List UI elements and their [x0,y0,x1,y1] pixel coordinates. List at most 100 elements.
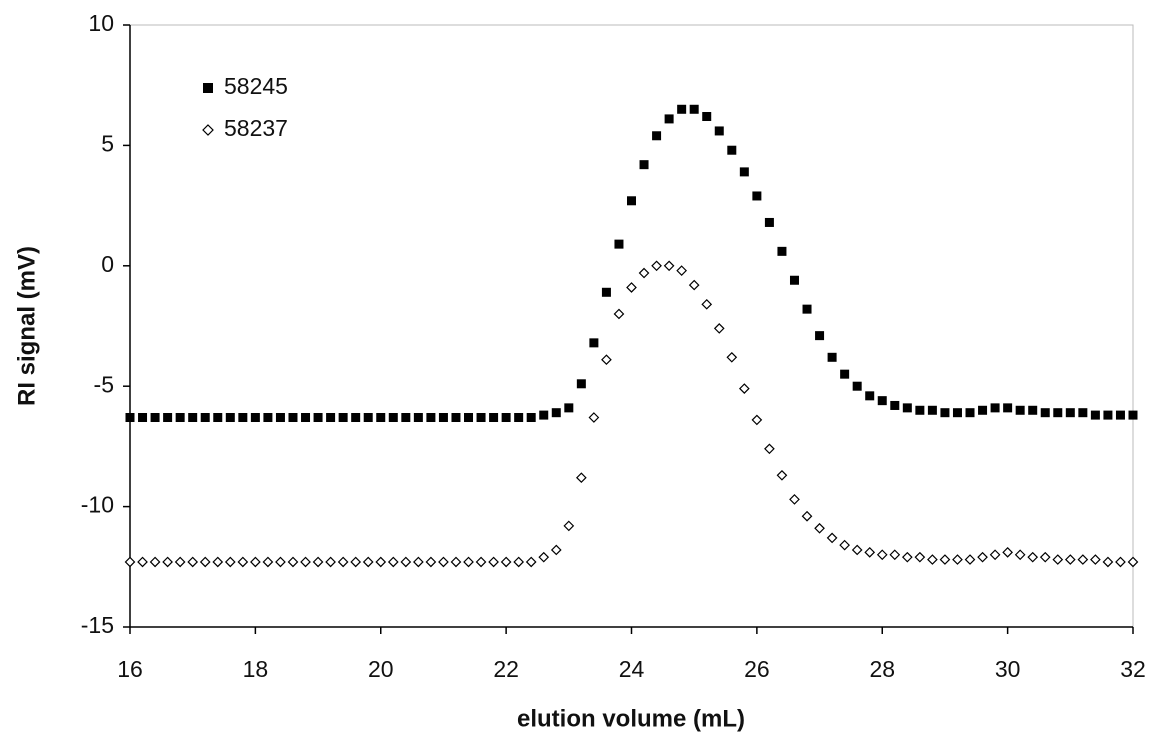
data-point [901,551,913,563]
data-point [789,494,800,505]
data-point [664,114,674,124]
data-point [915,405,925,415]
data-point [1128,410,1138,420]
y-tick-label: -10 [81,492,114,518]
data-point [563,520,575,532]
data-point [351,413,361,423]
data-point [362,556,374,568]
data-point [639,160,649,170]
data-point [476,413,486,423]
data-point [1015,405,1025,415]
data-point [752,191,762,201]
data-point [1002,547,1013,558]
data-point [501,413,511,423]
data-point [1053,408,1063,418]
data-point [1103,410,1113,420]
data-point [150,413,160,423]
data-point [363,413,373,423]
data-point [338,413,348,423]
data-point [1003,403,1013,413]
data-point [313,413,323,423]
data-point [613,308,625,320]
data-point [839,539,850,551]
data-point [652,131,662,141]
data-point [990,403,1000,413]
data-point [413,556,424,568]
data-point [802,304,812,314]
data-point [1014,549,1026,561]
y-tick-label: -5 [94,371,114,397]
data-point [400,556,412,568]
data-point [777,246,787,256]
data-point [1115,556,1126,568]
data-point [689,104,699,114]
data-point [275,556,286,568]
x-tick-label: 32 [1120,656,1146,682]
data-point [902,403,912,413]
data-point [262,556,274,568]
data-point [350,556,362,568]
data-point [713,323,725,334]
data-point [927,554,938,565]
data-point [237,556,249,568]
data-point [815,331,825,341]
data-point [978,405,988,415]
data-point [638,267,650,279]
data-point [538,551,550,563]
data-point [851,544,863,556]
data-point [175,413,185,423]
data-point [500,556,512,568]
data-point [301,413,311,423]
data-point [1052,554,1064,565]
data-point [764,217,774,227]
x-tick-label: 20 [368,656,394,682]
y-tick-label: 0 [101,251,114,277]
data-point [852,381,862,391]
legend-label: 58237 [224,115,288,141]
data-point [238,413,248,423]
data-point [1102,556,1114,568]
data-point [989,549,1001,561]
data-point [626,282,637,293]
data-point [325,556,336,568]
data-point [212,556,224,568]
data-point [576,472,587,484]
y-axis-title: RI signal (mV) [13,246,40,406]
data-point [514,413,524,423]
data-point [526,413,536,423]
data-point [1077,554,1089,565]
legend-marker [203,83,213,93]
data-point [288,413,298,423]
data-point [312,556,324,568]
data-point [865,391,875,401]
data-point [889,549,901,561]
data-point [489,413,499,423]
data-point [187,556,199,568]
data-point [213,413,223,423]
x-axis-title: elution volume (mL) [517,705,745,732]
data-point [764,443,775,455]
y-tick-label: -15 [81,612,114,638]
data-point [564,403,574,413]
data-point [738,383,750,394]
data-point [890,400,900,410]
data-point [1065,408,1075,418]
data-point [927,405,937,415]
data-point [326,413,336,423]
data-point [250,556,261,568]
data-point [751,414,763,426]
data-point [263,413,273,423]
data-point [940,408,950,418]
x-tick-label: 30 [995,656,1021,682]
data-point [826,532,838,544]
data-point [726,351,738,363]
data-point [199,556,211,568]
data-point [188,413,198,423]
data-point [1090,410,1100,420]
data-point [488,556,499,568]
x-tick-label: 26 [744,656,770,682]
data-point [224,556,236,568]
data-point [789,275,799,285]
data-point [426,413,436,423]
x-tick-label: 24 [619,656,645,682]
